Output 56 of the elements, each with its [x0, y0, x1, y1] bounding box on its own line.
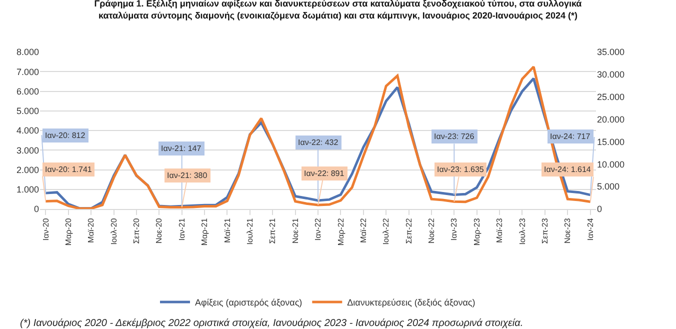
x-tick-label: Ιουλ-20 — [109, 218, 118, 245]
x-tick-label: Σεπ-22 — [404, 218, 414, 244]
x-tick-label: Σεπ-23 — [540, 218, 550, 244]
x-tick-label: Μαρ-20 — [64, 218, 73, 246]
x-tick-label: Νοε-20 — [154, 218, 164, 244]
x-tick-label: Σεπ-21 — [268, 218, 278, 244]
y-tick-label: 2.000 — [16, 164, 39, 175]
x-tick-label: Ιαν-24 — [586, 218, 595, 241]
y-tick-label: 3.000 — [16, 145, 39, 156]
y-tick-label: 8.000 — [16, 47, 39, 58]
x-tick-label: Ιουλ-23 — [518, 218, 527, 245]
x-tick-label: Νοε-22 — [427, 218, 436, 244]
x-tick-label: Σεπ-20 — [132, 218, 142, 244]
x-tick-label: Ιαν-22 — [314, 218, 323, 241]
data-label: Ιαν-23: 726 — [434, 132, 475, 141]
text: (*) Ιανουάριος 2020 - Δεκέμβριος 2022 οριστικά στοιχεία, Ιανουάριος 2023 - Ιανουάριος 2024 προσωρινά στοιχεία. — [20, 318, 524, 329]
y2-tick-label: 15.000 — [597, 136, 625, 147]
x-tick-label: Μαϊ-22 — [358, 218, 368, 243]
y2-tick-label: 30.000 — [597, 70, 625, 80]
y-tick-label: 1.000 — [16, 184, 39, 195]
y-tick-label: 0 — [34, 204, 39, 214]
y-tick-label: 7.000 — [16, 66, 39, 77]
x-tick-label: Ιαν-20 — [41, 218, 50, 241]
y2-tick-label: 35.000 — [597, 47, 625, 58]
y2-tick-label: 10.000 — [597, 159, 625, 170]
x-tick-label: Μαϊ-20 — [86, 218, 96, 243]
x-tick-label: Νοε-21 — [290, 218, 300, 244]
x-tick-label: Ιουλ-21 — [246, 218, 255, 245]
data-label: Ιαν-22: 891 — [304, 169, 345, 178]
y2-tick-label: 25.000 — [597, 92, 625, 102]
data-label: Ιαν-24: 1.614 — [544, 165, 592, 174]
x-tick-label: Μαρ-22 — [336, 218, 346, 246]
chart-title: Γράφημα 1. Εξέλιξη μηνιαίων αφίξεων και διανυκτερεύσεων στα καταλύματα ξενοδοχειακού τύπου, στα συλλογικά καταλύματα σύντομης διαμονής (ενοικιαζόμενα δωμάτια) και στα κάμπινγκ, Ιανουάριος 2020-Ιανουάριος 2024 (*) — [94, 0, 582, 20]
y-tick-label: 5.000 — [16, 106, 39, 116]
x-tick-label: Ιαν-21 — [177, 218, 186, 241]
x-tick-label: Μαρ-21 — [200, 218, 210, 246]
y-tick-label: 4.000 — [16, 126, 39, 136]
data-label: Ιαν-22: 432 — [298, 138, 339, 147]
x-tick-label: Ιουλ-22 — [382, 218, 391, 245]
y2-tick-label: 5.000 — [597, 182, 620, 192]
x-tick-label: Μαϊ-21 — [222, 218, 232, 243]
x-tick-label: Μαϊ-23 — [495, 218, 504, 243]
data-label: Ιαν-23: 1.635 — [437, 165, 484, 174]
data-label: Ιαν-20: 1.741 — [45, 165, 92, 174]
y2-tick-label: 0 — [597, 204, 602, 214]
legend-label: Διανυκτερεύσεις (δεξιός άξονας) — [347, 298, 476, 308]
x-tick-label: Ιαν-23 — [450, 218, 459, 241]
y2-tick-label: 20.000 — [597, 114, 625, 124]
data-label: Ιαν-24: 717 — [550, 132, 591, 141]
x-tick-label: Μαρ-23 — [472, 218, 482, 246]
y-tick-label: 6.000 — [16, 86, 39, 96]
data-label: Ιαν-21: 147 — [161, 144, 202, 153]
data-label: Ιαν-21: 380 — [167, 171, 208, 180]
legend-label: Αφίξεις (αριστερός άξονας) — [195, 298, 302, 308]
x-tick-label: Νοε-23 — [563, 218, 572, 244]
data-label: Ιαν-20: 812 — [45, 131, 86, 140]
